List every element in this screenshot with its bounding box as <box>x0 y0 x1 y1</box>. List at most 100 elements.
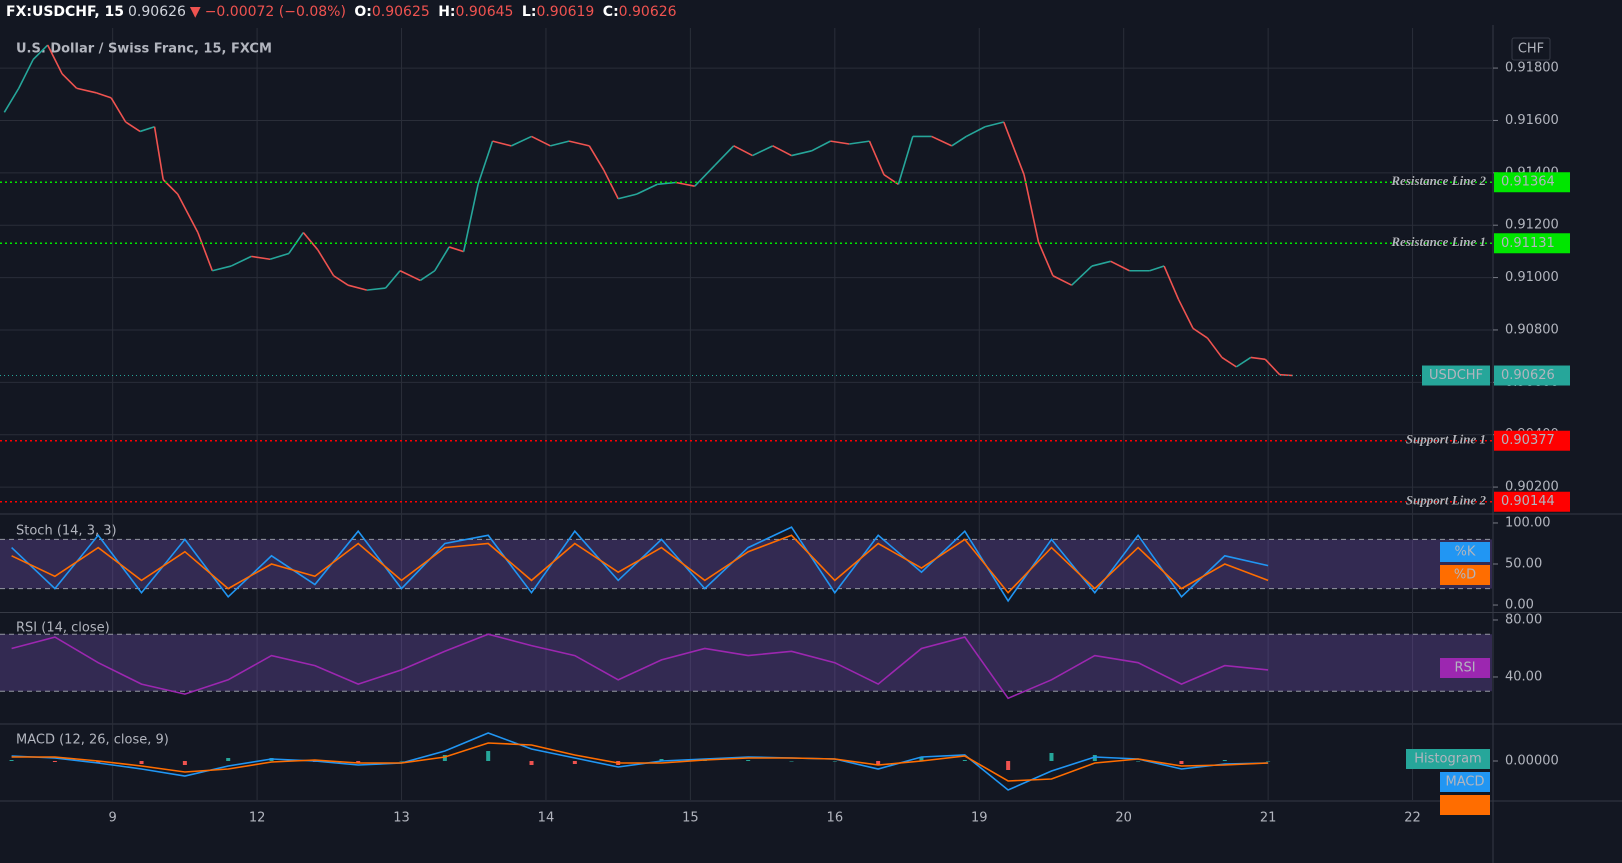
price-segment <box>772 145 792 157</box>
legend-badge <box>1440 542 1490 562</box>
histogram-bar <box>789 761 794 762</box>
price-segment <box>714 145 735 166</box>
price-segment <box>176 193 199 233</box>
price-badge <box>1494 365 1570 386</box>
symbol: FX:USDCHF, 15 <box>6 4 125 20</box>
price-segment <box>492 140 512 147</box>
histogram-bar <box>486 751 491 761</box>
ohlc-value: 0.90626 <box>618 4 677 20</box>
band-fill <box>0 634 1492 692</box>
change: −0.00072 (−0.08%) <box>204 4 346 20</box>
histogram-bar <box>529 761 534 765</box>
price-segment <box>212 265 232 272</box>
price-segment <box>1052 275 1073 286</box>
price-segment <box>984 121 1005 128</box>
ohlc-value: 0.90619 <box>536 4 595 20</box>
indicator-line <box>11 633 1269 700</box>
legend-badge <box>1440 658 1490 678</box>
price-segment <box>32 44 49 60</box>
histogram-bar <box>1006 761 1011 770</box>
price-segment <box>1163 265 1180 300</box>
ohlc-value: 0.90645 <box>455 4 514 20</box>
indicator-line <box>11 534 1269 594</box>
histogram-bar <box>9 760 14 761</box>
y-tick-label: 50.00 <box>1505 557 1542 572</box>
y-tick-label: 0.90200 <box>1505 480 1559 495</box>
price-segment <box>657 181 677 186</box>
price-segment <box>1206 337 1223 358</box>
price-segment <box>1037 241 1054 277</box>
symbol-badge <box>1422 365 1490 386</box>
price-segment <box>811 140 831 152</box>
histogram-bar <box>659 759 664 761</box>
x-tick-label: 9 <box>109 811 117 826</box>
price-segment <box>1023 174 1040 243</box>
x-tick-label: 21 <box>1260 811 1277 826</box>
price-segment <box>317 249 335 277</box>
histogram-bar <box>1049 753 1054 761</box>
histogram-bar <box>139 761 144 764</box>
currency-box <box>1511 37 1551 61</box>
last-price: 0.90626 <box>128 4 186 20</box>
price-segment <box>694 164 716 187</box>
currency-label: CHF <box>1518 42 1544 57</box>
histogram-bar <box>1222 760 1227 761</box>
ohlc-label: C: <box>602 4 619 20</box>
price-segment <box>636 183 658 195</box>
level-value: 0.90144 <box>1501 494 1555 509</box>
legend-label: RSI <box>1454 661 1475 676</box>
level-value: 0.91131 <box>1501 236 1555 251</box>
histogram-bar <box>876 761 881 765</box>
price-segment <box>1110 260 1130 272</box>
price-segment <box>419 270 436 282</box>
indicator-line <box>11 732 1269 791</box>
price-segment <box>1264 358 1281 376</box>
price-segment <box>347 284 368 291</box>
legend-badge <box>1406 749 1490 769</box>
price-segment <box>18 59 34 89</box>
symbol-label: USDCHF <box>1429 368 1483 383</box>
ohlc-value: 0.90625 <box>371 4 430 20</box>
histogram-bar <box>746 760 751 761</box>
x-tick-label: 19 <box>971 811 988 826</box>
price-segment <box>197 232 214 272</box>
price-segment <box>849 140 870 145</box>
price-segment <box>617 193 638 200</box>
level-label: Resistance Line 2 <box>1390 173 1486 188</box>
price-segment <box>550 140 570 147</box>
price-segment <box>1192 327 1208 339</box>
y-tick-label: 100.00 <box>1505 515 1551 530</box>
header: FX:USDCHF, 15 0.90626 ▼ −0.00072 (−0.08%) O… <box>0 0 1622 24</box>
band-fill <box>0 539 1492 589</box>
price-segment <box>510 135 532 147</box>
histogram-bar <box>919 757 924 761</box>
histogram-bar <box>1179 761 1184 764</box>
price-segment <box>230 255 252 267</box>
price-segment <box>462 184 479 252</box>
y-tick-label: 0.91000 <box>1505 270 1559 285</box>
histogram-bar <box>96 761 101 763</box>
histogram-bar <box>1266 761 1271 762</box>
price-segment <box>1250 356 1266 361</box>
legend-badge <box>1440 772 1490 792</box>
background <box>0 25 1622 863</box>
price-segment <box>448 246 464 253</box>
ohlc-label: H: <box>438 4 456 20</box>
level-value: 0.90377 <box>1501 433 1555 448</box>
x-tick-label: 22 <box>1404 811 1421 826</box>
price-segment <box>1235 356 1252 368</box>
level-badge <box>1494 430 1570 451</box>
price-segment <box>897 136 914 185</box>
ohlc-label: L: <box>521 4 537 20</box>
level-label: Resistance Line 1 <box>1390 234 1486 249</box>
price-segment <box>868 140 885 175</box>
y-tick-label: 0.91200 <box>1505 218 1559 233</box>
level-badge <box>1494 172 1570 193</box>
pane-title: RSI (14, close) <box>16 621 110 636</box>
histogram-bar <box>226 758 231 761</box>
histogram-bar <box>399 761 404 762</box>
price-segment <box>399 270 421 282</box>
indicator-line <box>11 742 1269 782</box>
histogram-bar <box>572 761 577 764</box>
